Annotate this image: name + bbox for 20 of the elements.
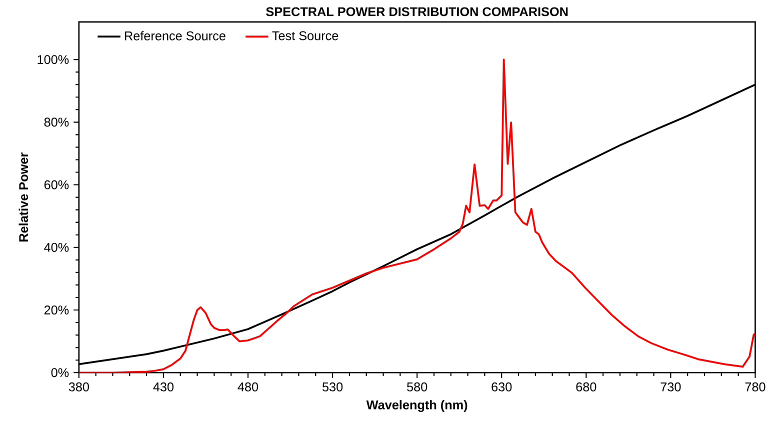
x-tick-label: 630 [492,382,512,392]
x-tick-label: 430 [153,382,174,392]
y-axis-title: Relative Power [18,152,28,242]
legend-label: Reference Source [125,31,226,41]
y-tick-label: 20% [44,306,69,315]
x-tick-label: 580 [407,382,428,392]
y-tick-label: 40% [44,243,69,252]
x-tick-label: 380 [68,382,89,392]
x-tick-label: 730 [660,382,681,392]
y-tick-label: 100% [38,55,69,64]
chart-title: SPECTRAL POWER DISTRIBUTION COMPARISON [266,7,568,16]
x-tick-label: 530 [322,382,343,392]
y-tick-label: 0% [51,368,69,378]
x-tick-label: 480 [238,382,258,392]
x-tick-label: 780 [745,382,766,392]
y-tick-label: 60% [44,180,69,190]
x-axis-title: Wavelength (nm) [366,400,468,412]
x-tick-label: 680 [576,382,596,392]
y-tick-label: 80% [44,118,69,127]
legend-label: Test Source [272,31,338,40]
